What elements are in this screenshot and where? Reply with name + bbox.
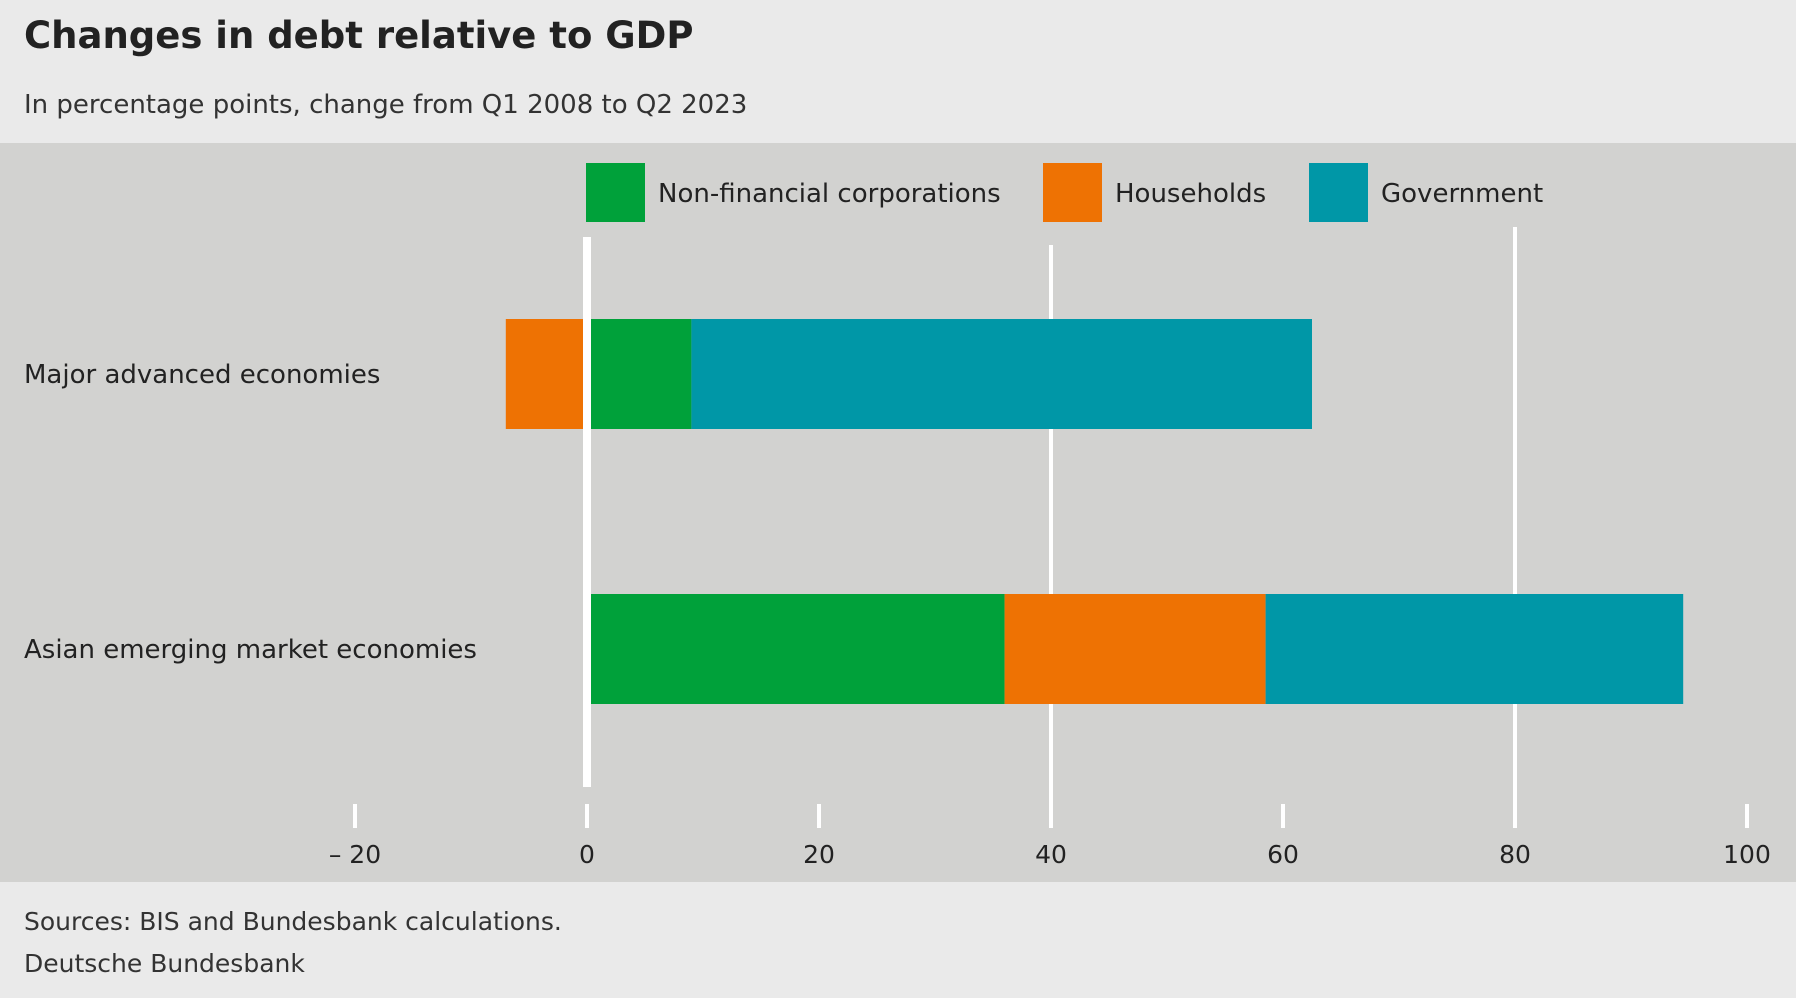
- bar-government-0: [691, 319, 1312, 429]
- legend-item-government: Government: [1309, 163, 1543, 222]
- chart-panel: Major advanced economies Asian emerging m…: [0, 143, 1796, 882]
- legend-label: Government: [1381, 179, 1543, 209]
- legend-swatch: [1309, 163, 1368, 222]
- x-tick-label: 20: [803, 840, 835, 869]
- source-note: Sources: BIS and Bundesbank calculations…: [24, 907, 562, 936]
- legend-label: Non-financial corporations: [658, 179, 1001, 209]
- category-label: Asian emerging market economies: [24, 635, 477, 665]
- legend-swatch: [586, 163, 645, 222]
- chart-footer: Sources: BIS and Bundesbank calculations…: [0, 889, 1796, 998]
- category-label: Major advanced economies: [24, 360, 380, 390]
- x-tick-label: 60: [1267, 840, 1299, 869]
- bar-households-0: [505, 319, 587, 429]
- chart-plot: Major advanced economies Asian emerging m…: [24, 163, 1771, 869]
- chart-subtitle: In percentage points, change from Q1 200…: [24, 90, 748, 120]
- bar-government-1: [1265, 594, 1684, 704]
- legend-swatch: [1043, 163, 1102, 222]
- x-tick-label: 40: [1035, 840, 1067, 869]
- legend-label: Households: [1115, 179, 1266, 209]
- bar-households-1: [1004, 594, 1266, 704]
- legend-item-non-financial-corporations: Non-financial corporations: [586, 163, 1001, 222]
- x-tick-label: – 20: [329, 840, 381, 869]
- chart-header: Changes in debt relative to GDP In perce…: [0, 0, 1796, 136]
- x-tick-label: 80: [1499, 840, 1531, 869]
- x-tick-label: 0: [579, 840, 595, 869]
- x-tick-label: 100: [1723, 840, 1771, 869]
- chart-title: Changes in debt relative to GDP: [24, 14, 694, 57]
- legend-item-households: Households: [1043, 163, 1266, 222]
- bar-non-financial-corporations-1: [587, 594, 1005, 704]
- bar-non-financial-corporations-0: [587, 319, 692, 429]
- publisher-credit: Deutsche Bundesbank: [24, 949, 305, 978]
